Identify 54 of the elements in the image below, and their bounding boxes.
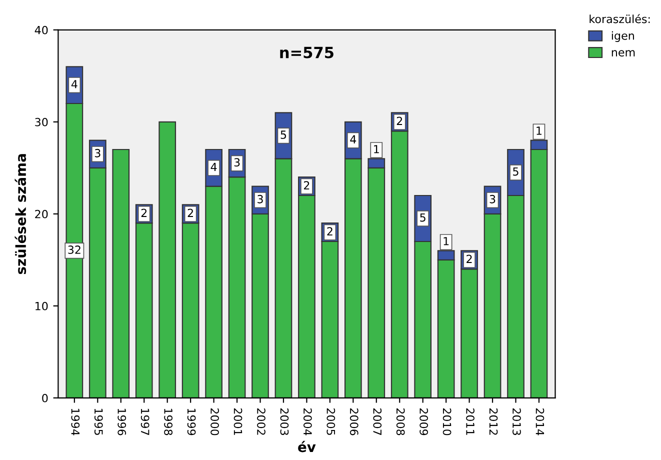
x-tick-label: 2009 xyxy=(420,408,428,436)
x-tick-label: 2006 xyxy=(350,408,358,436)
x-tick-label: 1999 xyxy=(187,408,196,436)
data-label: 3 xyxy=(490,194,496,204)
data-label: 5 xyxy=(513,167,518,176)
data-label: 5 xyxy=(420,213,426,222)
x-tick-label: 2013 xyxy=(512,408,521,436)
x-tick-label: 2012 xyxy=(489,408,498,435)
data-label: 4 xyxy=(71,80,78,88)
x-tick-label: 2004 xyxy=(303,408,312,436)
data-label: 2 xyxy=(466,254,472,263)
data-label: 2 xyxy=(396,116,402,125)
bar xyxy=(158,121,176,398)
data-label: 1 xyxy=(536,126,542,135)
data-label: 2 xyxy=(141,208,147,217)
data-label: 3 xyxy=(234,158,240,167)
x-tick-label: 2014 xyxy=(536,408,544,436)
x-tick-label: 2008 xyxy=(396,408,405,436)
x-tick-label: 2001 xyxy=(234,408,242,435)
legend-label: nem xyxy=(612,50,635,56)
x-tick-label: 1994 xyxy=(71,408,80,436)
x-axis-title: év xyxy=(298,440,316,452)
y-axis-title: szülések száma xyxy=(14,154,26,274)
x-tick-label: 2005 xyxy=(326,408,336,435)
x-tick-label: 2011 xyxy=(466,408,474,435)
annotation: n=575 xyxy=(280,46,334,58)
x-tick-label: 2007 xyxy=(373,408,382,435)
x-tick-label: 1998 xyxy=(164,408,173,436)
data-label: 3 xyxy=(94,148,100,158)
x-tick-label: 2002 xyxy=(257,408,266,435)
data-label: 2 xyxy=(304,181,310,190)
data-label: 3 xyxy=(258,194,263,204)
data-label: 32 xyxy=(68,246,80,254)
data-label: 1 xyxy=(444,237,449,246)
x-tick-label: 2000 xyxy=(210,408,219,436)
data-label: 4 xyxy=(210,162,217,171)
data-label: 2 xyxy=(327,227,332,236)
y-tick-label: 20 xyxy=(35,210,48,218)
y-tick-label: 0 xyxy=(42,394,48,402)
x-tick-label: 1995 xyxy=(94,408,103,435)
bar xyxy=(112,148,130,398)
data-label: 2 xyxy=(188,208,193,217)
x-tick-label: 1997 xyxy=(140,408,150,435)
data-label: 1 xyxy=(374,145,379,154)
y-tick-label: 40 xyxy=(34,26,48,34)
legend-label: igen xyxy=(612,31,634,42)
x-tick-label: 1996 xyxy=(118,408,126,436)
x-tick-label: 2010 xyxy=(442,408,452,436)
legend-title: koraszülés: xyxy=(590,14,650,24)
data-label: 4 xyxy=(350,135,356,144)
x-tick-label: 2003 xyxy=(280,408,289,436)
y-tick-label: 10 xyxy=(36,302,48,310)
y-tick-label: 30 xyxy=(35,118,48,126)
data-label: 5 xyxy=(280,130,286,139)
